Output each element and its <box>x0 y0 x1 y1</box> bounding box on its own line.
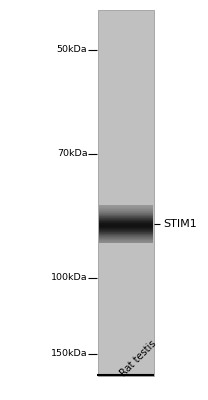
Bar <box>99 223 153 224</box>
Bar <box>99 212 153 213</box>
Bar <box>99 217 153 218</box>
Bar <box>99 228 153 229</box>
Text: 70kDa: 70kDa <box>57 150 87 158</box>
Bar <box>99 237 153 238</box>
Bar <box>99 239 153 240</box>
Bar <box>99 224 153 225</box>
Bar <box>98 10 154 376</box>
Bar <box>99 209 153 210</box>
Bar <box>99 208 153 209</box>
Bar <box>99 210 153 211</box>
Text: Rat testis: Rat testis <box>119 338 159 378</box>
Text: 100kDa: 100kDa <box>51 274 87 282</box>
Bar <box>99 241 153 242</box>
Bar <box>99 236 153 237</box>
Bar <box>99 229 153 230</box>
Bar <box>99 224 153 225</box>
Bar <box>99 238 153 239</box>
Bar <box>99 211 153 212</box>
Bar <box>99 230 153 231</box>
Bar <box>99 218 153 219</box>
Bar <box>99 242 153 243</box>
Text: 50kDa: 50kDa <box>57 46 87 54</box>
Bar <box>99 227 153 228</box>
Bar <box>99 212 153 213</box>
Bar <box>99 226 153 227</box>
Bar <box>99 220 153 221</box>
Bar <box>99 235 153 236</box>
Bar <box>99 216 153 217</box>
Bar <box>99 240 153 241</box>
Bar <box>99 221 153 222</box>
Bar <box>99 205 153 206</box>
Bar <box>99 222 153 223</box>
Bar <box>99 219 153 220</box>
Bar <box>99 215 153 216</box>
Bar <box>99 209 153 210</box>
Bar <box>99 213 153 214</box>
Bar <box>99 231 153 232</box>
Bar <box>99 233 153 234</box>
Text: STIM1: STIM1 <box>163 219 197 229</box>
Bar <box>99 232 153 233</box>
Bar <box>99 207 153 208</box>
Bar <box>99 234 153 235</box>
Bar <box>99 206 153 207</box>
Bar <box>99 214 153 215</box>
Bar <box>99 225 153 226</box>
Text: 150kDa: 150kDa <box>51 350 87 358</box>
